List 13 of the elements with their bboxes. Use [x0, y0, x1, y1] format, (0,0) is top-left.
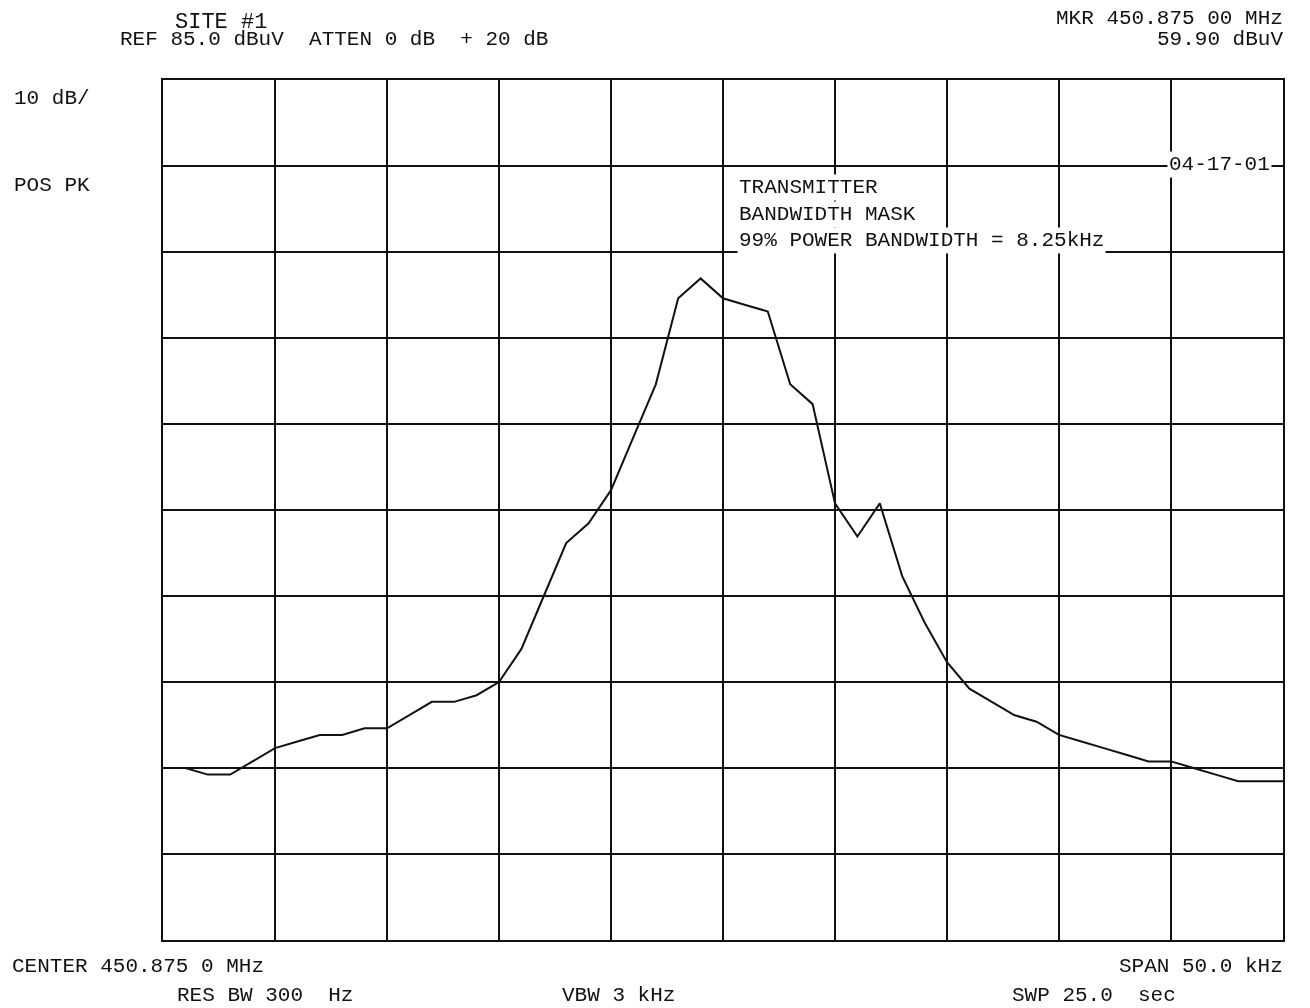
text: SWP 25.0 sec	[1012, 984, 1176, 1007]
text: MKR 450.875 00 MHz	[1056, 7, 1283, 30]
text: POS PK	[14, 174, 91, 197]
text: CENTER 450.875 0 MHz	[12, 955, 265, 978]
text: RES BW 300 Hz	[177, 984, 354, 1007]
text: 04-17-01	[1169, 153, 1270, 176]
text: SPAN 50.0 kHz	[1119, 955, 1283, 978]
text: BANDWIDTH MASK	[739, 203, 916, 226]
text: 99% POWER BANDWIDTH = 8.25kHz	[739, 229, 1105, 252]
text: VBW 3 kHz	[562, 984, 676, 1007]
text: 59.90 dBuV	[1157, 28, 1284, 51]
text: TRANSMITTER	[739, 176, 879, 199]
text: 10 dB/	[14, 87, 90, 110]
